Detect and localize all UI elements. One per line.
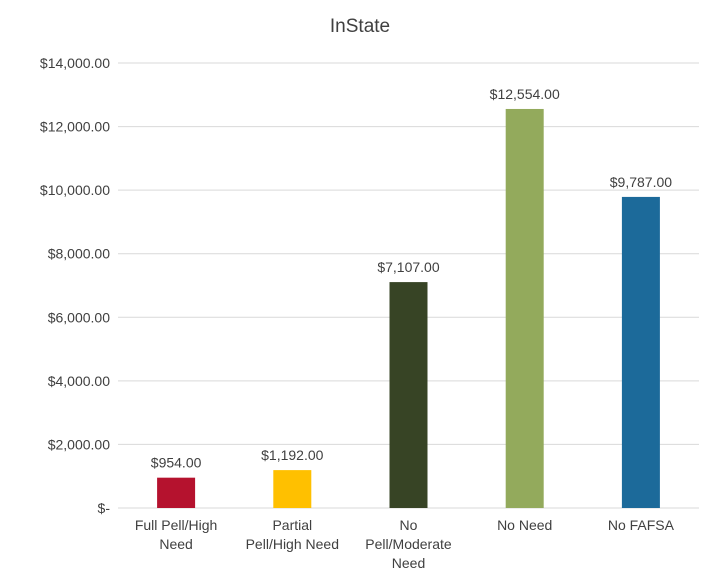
x-tick-label: No Pell/Moderate Need [365,517,452,571]
y-axis: $- $2,000.00 $4,000.00 $6,000.00 $8,000.00 $1… [40,55,110,516]
data-label: $12,554.00 [490,86,560,102]
data-label: $954.00 [151,455,202,471]
y-tick-label: $- [98,500,111,516]
data-label: $9,787.00 [610,174,672,190]
y-tick-label: $6,000.00 [48,309,110,325]
data-label: $7,107.00 [377,259,439,275]
x-axis: Full Pell/High Need Partial Pell/High Need N… [135,517,675,571]
y-tick-label: $12,000.00 [40,119,110,135]
x-tick-label: Full Pell/High Need [135,517,217,552]
bar [621,196,660,508]
x-tick-label: No FAFSA [608,517,675,533]
chart-title: InState [330,16,390,37]
y-tick-label: $2,000.00 [48,436,110,452]
y-tick-label: $4,000.00 [48,373,110,389]
bar [389,282,428,508]
y-tick-label: $8,000.00 [48,246,110,262]
x-tick-label: No Need [497,517,552,533]
bars [157,108,660,508]
x-tick-label: Partial Pell/High Need [246,517,339,552]
bar [157,477,196,508]
data-labels: $954.00 $1,192.00 $7,107.00 $12,554.00 $9,78… [151,86,672,471]
bar [273,470,312,508]
bar [505,108,544,508]
y-tick-label: $10,000.00 [40,182,110,198]
data-label: $1,192.00 [261,447,323,463]
y-tick-label: $14,000.00 [40,55,110,71]
